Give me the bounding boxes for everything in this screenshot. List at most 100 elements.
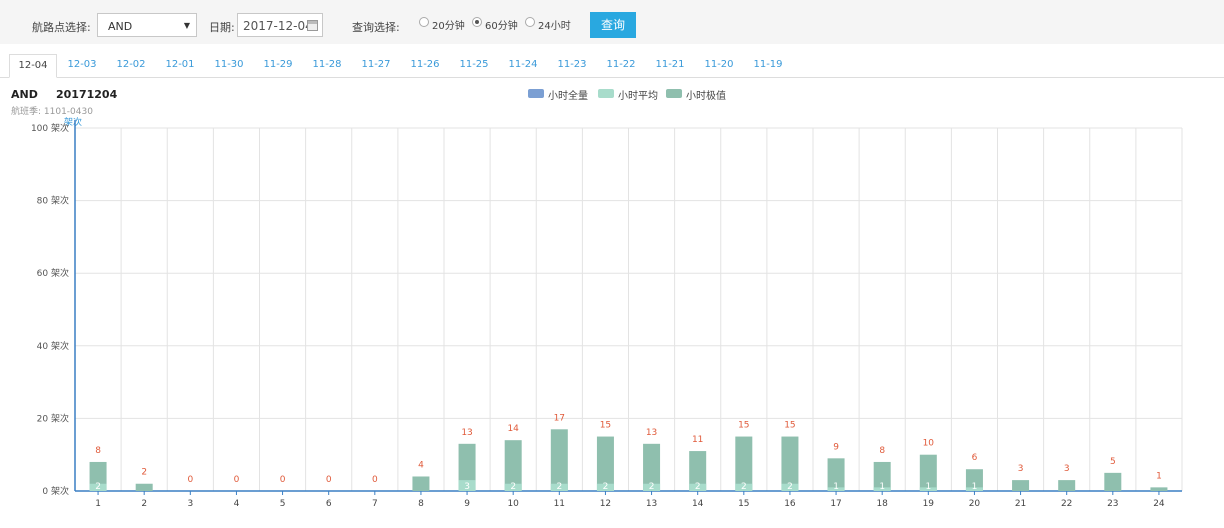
x-tick-label: 24 — [1153, 499, 1165, 509]
radio-20min[interactable] — [419, 17, 429, 27]
bar-peak — [827, 458, 845, 491]
bar-peak — [596, 436, 614, 491]
bar-peak-label: 3 — [1064, 464, 1070, 474]
bar-avg-label: 2 — [95, 482, 101, 492]
x-tick-label: 2 — [141, 499, 147, 509]
legend-swatch-avg — [598, 89, 614, 98]
legend-swatch-peak — [666, 89, 682, 98]
bar-avg — [873, 487, 891, 491]
tab-11-26[interactable]: 11-26 — [410, 59, 440, 70]
bar-peak-label: 15 — [738, 421, 749, 431]
tab-11-20[interactable]: 11-20 — [704, 59, 734, 70]
bar-peak — [643, 443, 661, 491]
x-tick-label: 4 — [234, 499, 240, 509]
bar-avg-label: 1 — [925, 482, 931, 492]
chart-title: AND — [11, 88, 38, 101]
bar-peak — [1012, 480, 1030, 491]
tab-11-21[interactable]: 11-21 — [655, 59, 685, 70]
query-button[interactable]: 查询 — [590, 12, 636, 38]
radio-60min-label: 60分钟 — [485, 21, 518, 32]
x-tick-label: 5 — [280, 499, 286, 509]
x-tick-label: 15 — [738, 499, 749, 509]
bar-avg — [919, 487, 937, 491]
tab-11-30[interactable]: 11-30 — [214, 59, 244, 70]
tab-11-23[interactable]: 11-23 — [557, 59, 587, 70]
x-tick-label: 3 — [187, 499, 193, 509]
x-tick-label: 1 — [95, 499, 101, 509]
x-tick-label: 8 — [418, 499, 424, 509]
tab-11-28[interactable]: 11-28 — [312, 59, 342, 70]
bar-peak — [735, 436, 753, 491]
bar-peak — [873, 461, 891, 491]
y-tick-label: 20 架次 — [37, 412, 69, 424]
tab-12-02[interactable]: 12-02 — [116, 59, 146, 70]
bar-peak-label: 0 — [187, 475, 193, 485]
tab-11-22[interactable]: 11-22 — [606, 59, 636, 70]
calendar-icon[interactable] — [307, 20, 318, 31]
bar-peak-label: 9 — [833, 442, 839, 452]
y-tick-label: 0 架次 — [42, 485, 69, 497]
bar-peak-label: 1 — [1156, 471, 1162, 481]
tab-12-03[interactable]: 12-03 — [67, 59, 97, 70]
bar-peak-label: 14 — [507, 424, 519, 434]
chart-date: 20171204 — [56, 88, 118, 101]
bar-peak-label: 0 — [326, 475, 332, 485]
radio-24h[interactable] — [525, 17, 535, 27]
legend-label-avg: 小时平均 — [618, 91, 658, 102]
bar-peak — [965, 469, 983, 491]
chart-subtitle: 航班季: 1101-0430 — [11, 107, 93, 117]
bar-peak-label: 15 — [784, 421, 795, 431]
bar-avg-label: 2 — [603, 482, 609, 492]
bar-peak-label: 0 — [280, 475, 286, 485]
bar-avg — [458, 480, 476, 491]
bar-peak — [412, 476, 430, 491]
radio-60min[interactable] — [472, 17, 482, 27]
bar-peak — [1150, 487, 1168, 491]
bar-avg — [550, 483, 568, 491]
bar-avg — [735, 483, 753, 491]
bar-avg-label: 2 — [510, 482, 516, 492]
bar-avg-label: 3 — [464, 482, 470, 492]
bar-peak — [781, 436, 799, 491]
toolbar: 航路点选择: AND ▼ 日期: 2017-12-04 查询选择: 20分钟 6… — [0, 0, 1224, 44]
bar-peak-label: 13 — [646, 428, 657, 438]
x-tick-label: 18 — [876, 499, 888, 509]
bar-peak-label: 6 — [972, 453, 978, 463]
tab-11-25[interactable]: 11-25 — [459, 59, 489, 70]
x-tick-label: 13 — [646, 499, 657, 509]
tab-11-29[interactable]: 11-29 — [263, 59, 293, 70]
y-tick-label: 100 架次 — [31, 122, 69, 134]
bar-peak-label: 0 — [234, 475, 240, 485]
bar-avg-label: 1 — [833, 482, 839, 492]
x-tick-label: 11 — [554, 499, 565, 509]
chevron-down-icon: ▼ — [183, 21, 190, 30]
bar-peak-label: 17 — [554, 413, 565, 423]
query-label: 查询选择: — [352, 21, 400, 34]
tab-12-04[interactable]: 12-04 — [9, 54, 57, 78]
bar-avg-label: 2 — [741, 482, 747, 492]
legend-label-peak: 小时极值 — [686, 91, 726, 102]
bar-avg-label: 1 — [879, 482, 885, 492]
date-value: 2017-12-04 — [243, 19, 313, 33]
tab-11-24[interactable]: 11-24 — [508, 59, 538, 70]
bar-peak — [458, 443, 476, 491]
route-select[interactable]: AND ▼ — [97, 13, 197, 37]
x-tick-label: 19 — [923, 499, 935, 509]
bar-avg — [643, 483, 661, 491]
bar-peak — [550, 429, 568, 491]
y-axis-unit: 架次 — [64, 118, 83, 128]
date-input[interactable]: 2017-12-04 — [237, 13, 323, 37]
radio-20min-label: 20分钟 — [432, 21, 465, 32]
bar-avg-label: 2 — [787, 482, 793, 492]
tab-11-19[interactable]: 11-19 — [753, 59, 783, 70]
x-tick-label: 10 — [507, 499, 519, 509]
bar-peak-label: 10 — [923, 439, 935, 449]
tab-11-27[interactable]: 11-27 — [361, 59, 391, 70]
date-label: 日期: — [209, 21, 235, 34]
x-tick-label: 21 — [1015, 499, 1026, 509]
tab-12-01[interactable]: 12-01 — [165, 59, 195, 70]
bar-avg — [596, 483, 614, 491]
bar-avg-label: 1 — [972, 482, 978, 492]
bar-avg-label: 2 — [649, 482, 655, 492]
